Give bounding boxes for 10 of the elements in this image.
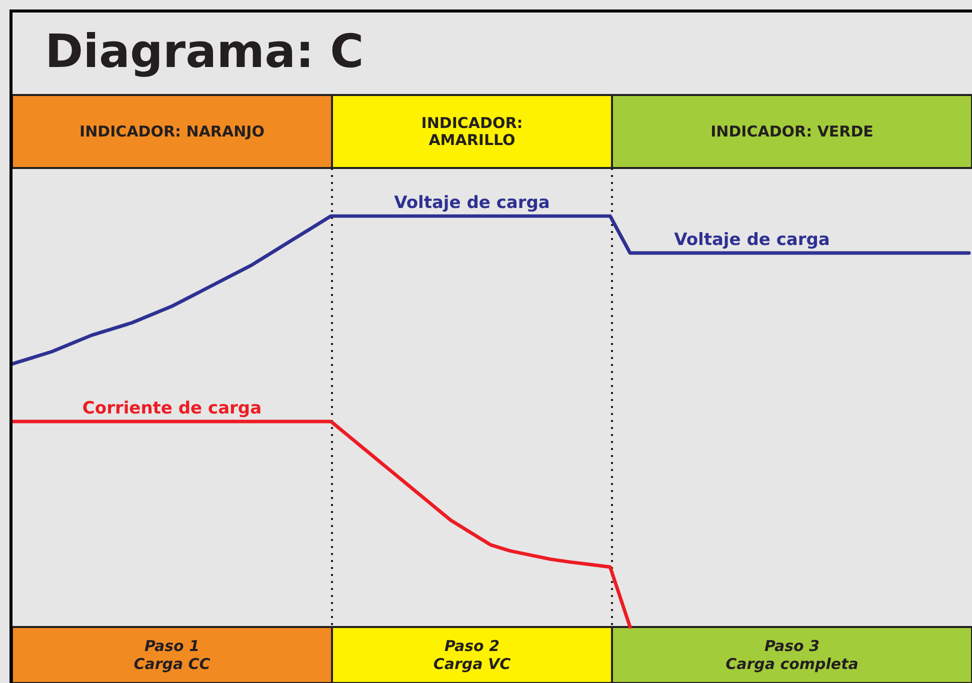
text: Paso 1 Carga CC bbox=[134, 637, 210, 673]
text: INDICADOR: NARANJO bbox=[80, 122, 264, 140]
text: INDICADOR: VERDE bbox=[710, 122, 874, 140]
text: Paso 2 Carga VC bbox=[433, 637, 511, 673]
text: Paso 3 Carga completa bbox=[726, 637, 858, 673]
text: Voltaje de carga bbox=[394, 193, 550, 213]
annotation: Voltaje de carga bbox=[674, 230, 830, 250]
chart-title: Diagrama: C bbox=[45, 24, 364, 78]
text: INDICADOR: AMARILLO bbox=[421, 114, 523, 149]
annotation: Corriente de carga bbox=[82, 398, 262, 418]
